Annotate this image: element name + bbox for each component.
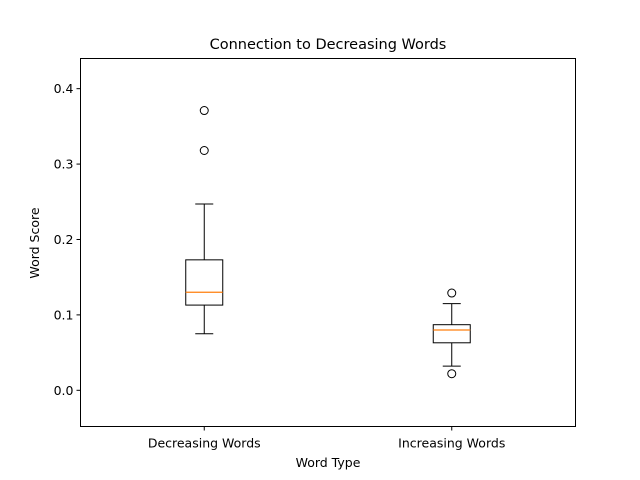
outlier-point bbox=[199, 146, 209, 155]
outlier-point bbox=[447, 288, 457, 298]
iqr-box bbox=[185, 259, 224, 306]
plot-frame bbox=[80, 58, 576, 427]
y-tick-label: 0.2 bbox=[54, 232, 74, 247]
outlier-point bbox=[199, 106, 209, 116]
y-axis-label: Word Score bbox=[27, 207, 42, 278]
plot-area: 0.0 0.1 0.2 0.3 0.4 Decreasing Words Increasin… bbox=[54, 81, 506, 450]
x-tick-label: Decreasing Words bbox=[148, 436, 261, 451]
outlier-point bbox=[447, 369, 457, 379]
x-axis-label: Word Type bbox=[296, 455, 361, 470]
y-tick-label: 0.3 bbox=[54, 157, 74, 172]
y-tick-label: 0.4 bbox=[54, 81, 74, 96]
y-tick-label: 0.1 bbox=[54, 307, 74, 322]
chart-title: Connection to Decreasing Words bbox=[210, 37, 447, 53]
iqr-box bbox=[432, 324, 471, 344]
y-tick-label: 0.0 bbox=[54, 383, 74, 398]
x-tick-label: Increasing Words bbox=[398, 436, 505, 451]
